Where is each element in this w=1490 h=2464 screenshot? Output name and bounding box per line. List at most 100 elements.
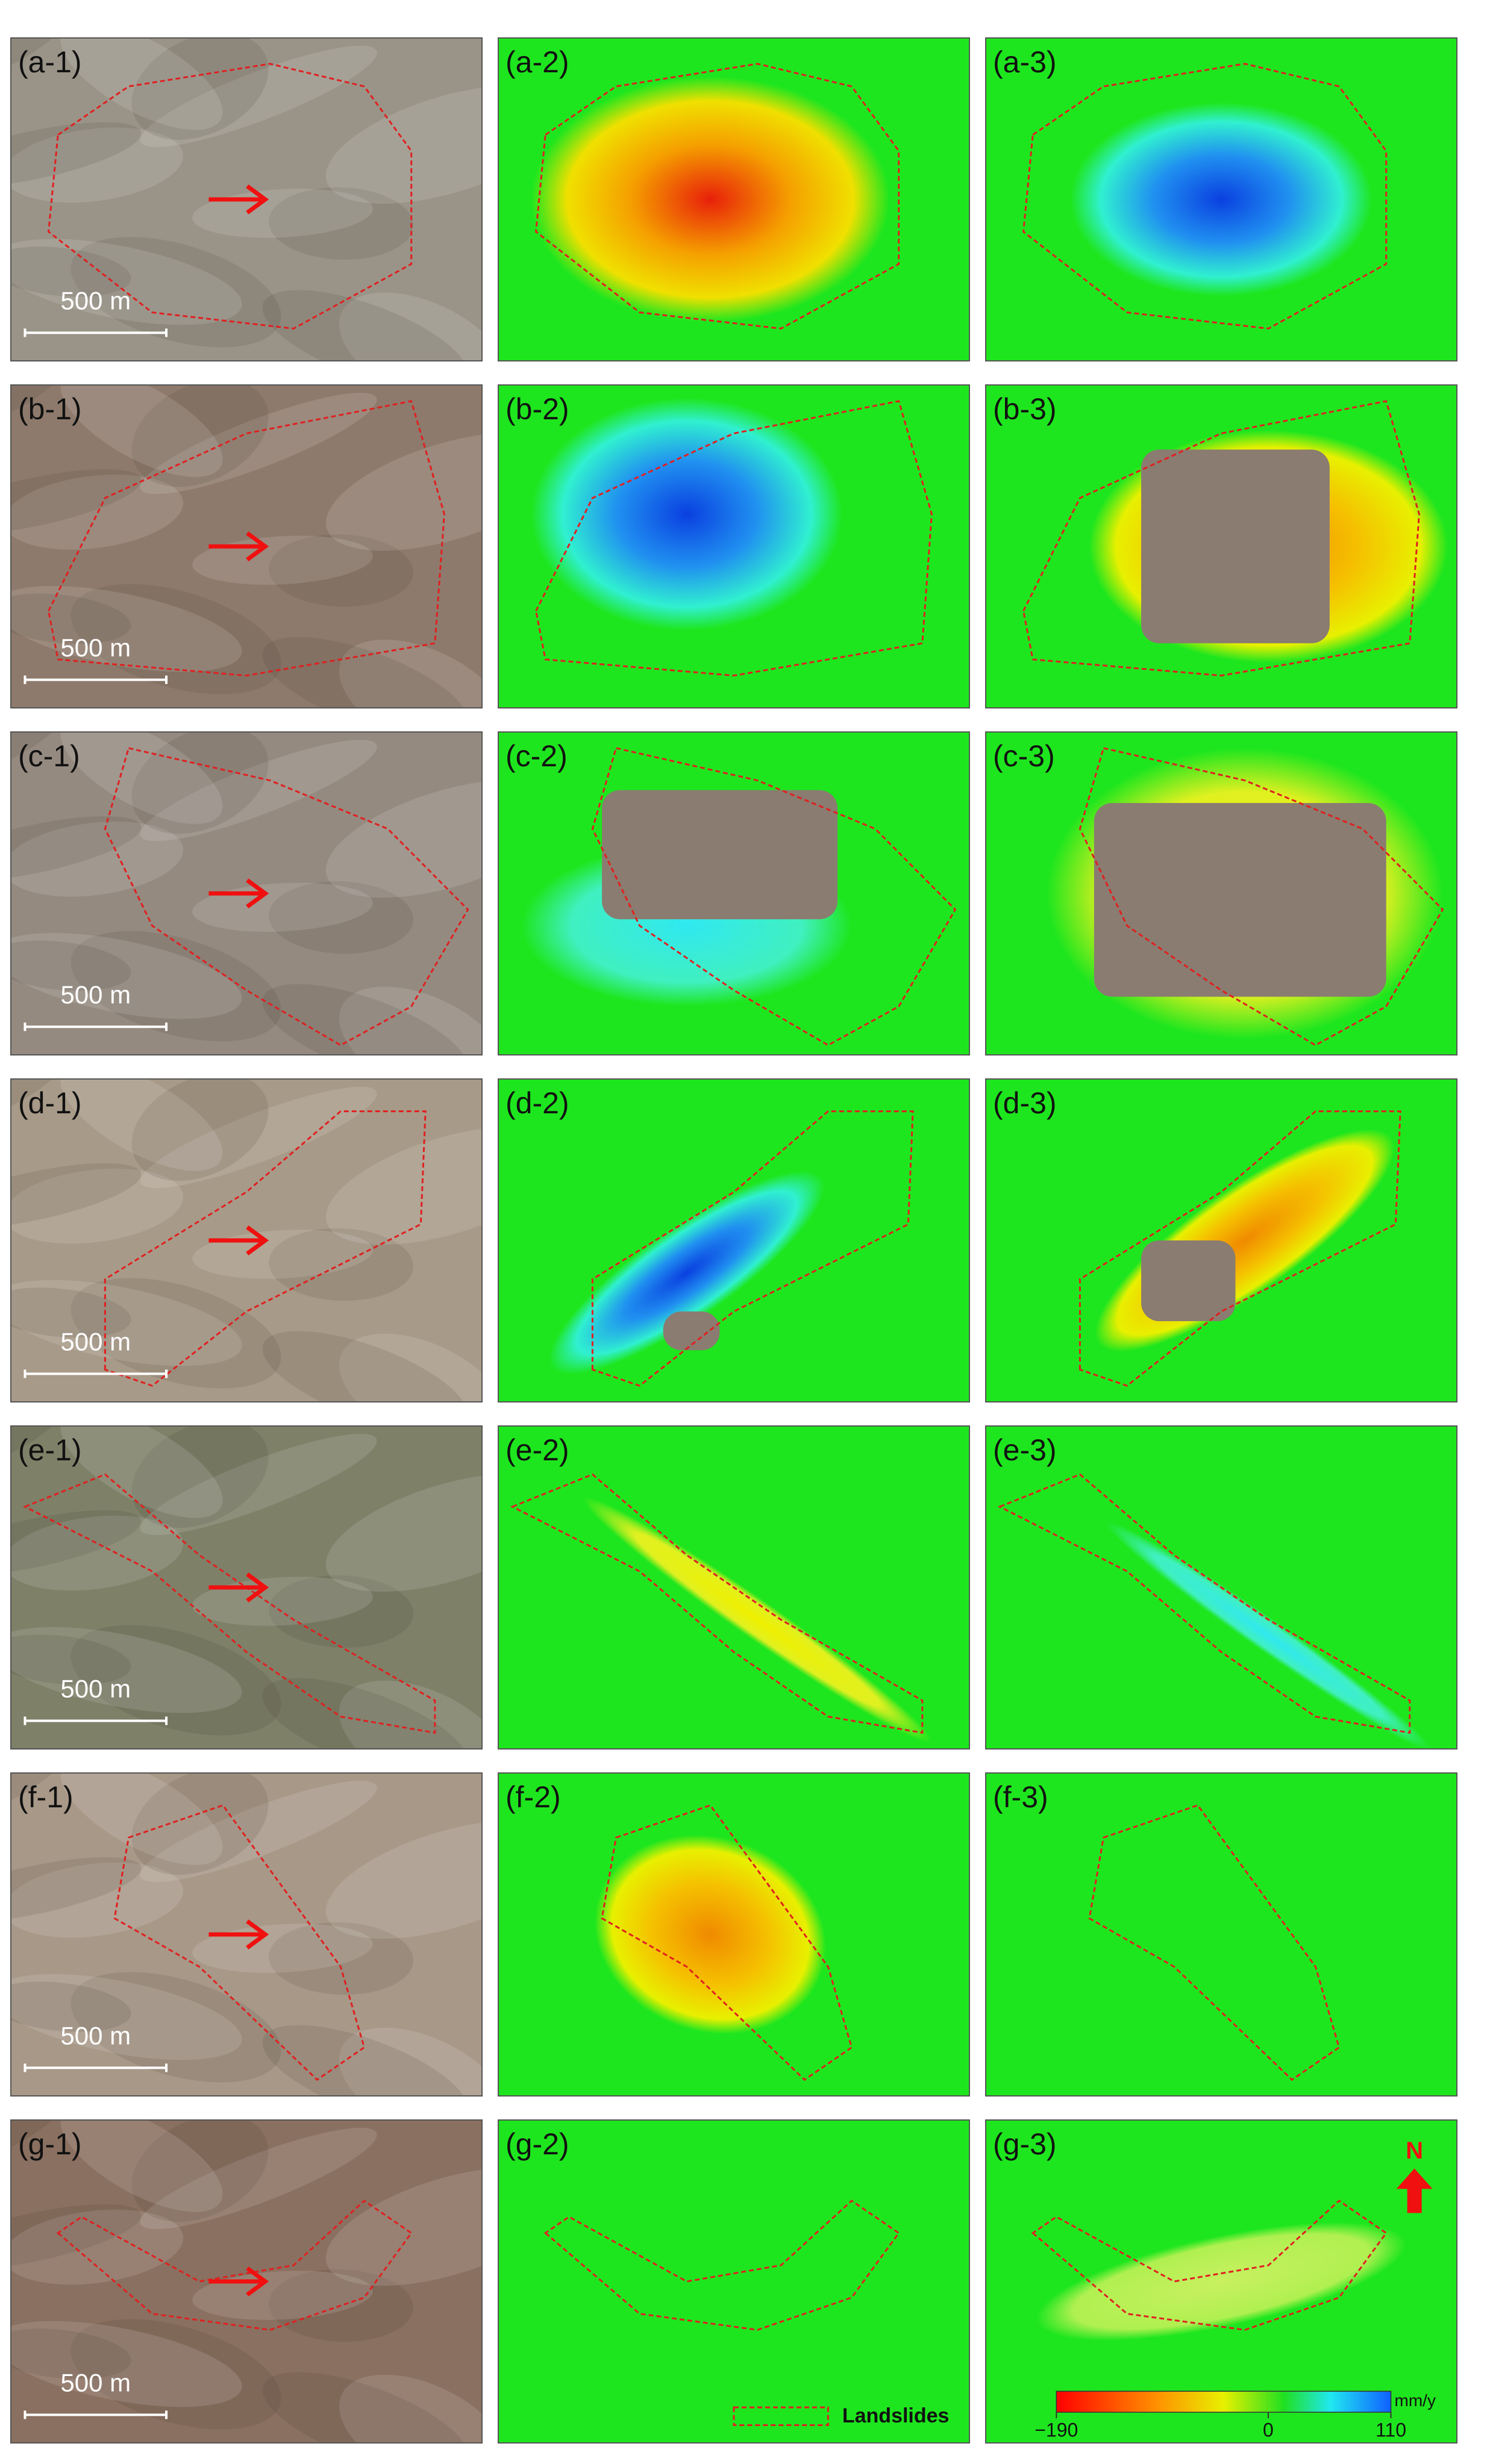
- terrain: [11, 1163, 142, 1229]
- terrain: [11, 933, 242, 1019]
- terrain: [11, 2328, 131, 2379]
- colorbar-tick-label: −190: [1035, 2419, 1078, 2441]
- terrain: [131, 2120, 269, 2222]
- panel-label: (e-3): [993, 1433, 1057, 1467]
- terrain: [60, 385, 223, 477]
- terrain: [325, 779, 482, 898]
- terrain: [269, 1922, 413, 1995]
- scale-bar: [23, 1716, 168, 1725]
- panel-border: [985, 37, 1457, 361]
- panel-content: [498, 385, 969, 708]
- panel-content: [986, 38, 1457, 361]
- terrain: [339, 639, 482, 708]
- panel-border: [498, 37, 970, 361]
- terrain: [262, 1331, 468, 1402]
- panel-border: [10, 37, 483, 361]
- panel-content: [986, 385, 1457, 708]
- terrain: [325, 1820, 482, 1939]
- terrain: [339, 292, 482, 361]
- terrain: [11, 1981, 131, 2032]
- panel-content: [498, 1426, 969, 1749]
- scale-bar: [23, 2063, 168, 2072]
- scale-bar: [23, 1369, 168, 1378]
- scale-bar-label: 500 m: [60, 2369, 131, 2397]
- terrain: [269, 881, 413, 954]
- panel-content: [11, 1426, 482, 1749]
- panel-border: [498, 1772, 970, 2097]
- direction-arrow: [208, 2266, 269, 2297]
- panel-label: (d-3): [993, 1086, 1057, 1120]
- terrain: [11, 1280, 242, 1366]
- terrain: [140, 45, 377, 148]
- no-data-area: [1141, 1240, 1236, 1321]
- terrain: [11, 469, 142, 535]
- panel-border: [985, 2119, 1457, 2444]
- terrain: [11, 2321, 242, 2407]
- terrain: [11, 127, 184, 203]
- scale-bar: [23, 328, 168, 337]
- panel: (e-3): [985, 1425, 1457, 1750]
- terrain: [11, 239, 242, 325]
- panel-label: (a-1): [18, 45, 82, 79]
- terrain: [11, 474, 184, 550]
- panel-border: [10, 2119, 483, 2444]
- landslide-outline: [56, 2200, 413, 2331]
- panel-content: [986, 1079, 1457, 1402]
- panel: (g-1) 500 m: [10, 2119, 483, 2444]
- legend-label: Landslides: [842, 2404, 950, 2427]
- terrain: [131, 1426, 269, 1528]
- no-data-area: [1094, 802, 1386, 997]
- panel: (a-3): [985, 37, 1457, 361]
- panel: (e-1) 500 m: [10, 1425, 483, 1750]
- direction-arrow: [208, 1572, 269, 1603]
- terrain: [70, 1625, 281, 1736]
- terrain: [11, 1287, 131, 1338]
- terrain: [11, 816, 142, 882]
- panel: (d-1) 500 m: [10, 1078, 483, 1402]
- panel: (b-2): [498, 384, 970, 708]
- terrain: [325, 432, 482, 551]
- terrain: [262, 1678, 468, 1749]
- terrain: [11, 1857, 142, 1923]
- panel-label: (e-1): [18, 1433, 82, 1467]
- terrain: [140, 1086, 377, 1189]
- panel-content: [498, 1773, 969, 2096]
- terrain: [11, 1974, 242, 2060]
- terrain: [140, 392, 377, 495]
- terrain: [70, 1278, 281, 1389]
- scale-bar: [23, 675, 168, 684]
- scale-bar-label: 500 m: [60, 1675, 131, 1703]
- no-data-area: [663, 1311, 720, 1351]
- terrain: [60, 1079, 223, 1171]
- landslide-outline: [534, 63, 900, 330]
- terrain: [140, 2127, 377, 2230]
- panel-label: (b-2): [506, 392, 569, 426]
- terrain: [325, 1473, 482, 1592]
- terrain: [339, 2374, 482, 2443]
- panel: (a-2): [498, 37, 970, 361]
- panel-label: (b-3): [993, 392, 1057, 426]
- terrain: [269, 534, 413, 607]
- panel-content: [498, 1079, 969, 1402]
- panel-content: [986, 732, 1457, 1055]
- terrain: [140, 1780, 377, 1883]
- terrain: [339, 1680, 482, 1749]
- panel-content: [986, 2120, 1457, 2443]
- landslide-outline: [22, 1473, 436, 1734]
- landslide-outline: [113, 1804, 366, 2081]
- terrain: [70, 1972, 281, 2083]
- scale-bar-label: 500 m: [60, 1328, 131, 1356]
- terrain: [262, 2025, 468, 2096]
- colorbar: [1056, 2391, 1392, 2413]
- scale-bar: [23, 2410, 168, 2419]
- terrain: [325, 1126, 482, 1245]
- deformation-area: [1036, 2222, 1406, 2341]
- deformation-map: [986, 1773, 1457, 2096]
- panel-content: [11, 1773, 482, 2096]
- panel-border: [985, 1772, 1457, 2097]
- terrain: [11, 593, 131, 644]
- panel: (f-2): [498, 1772, 970, 2097]
- terrain: [131, 38, 269, 140]
- direction-arrow: [208, 1225, 269, 1255]
